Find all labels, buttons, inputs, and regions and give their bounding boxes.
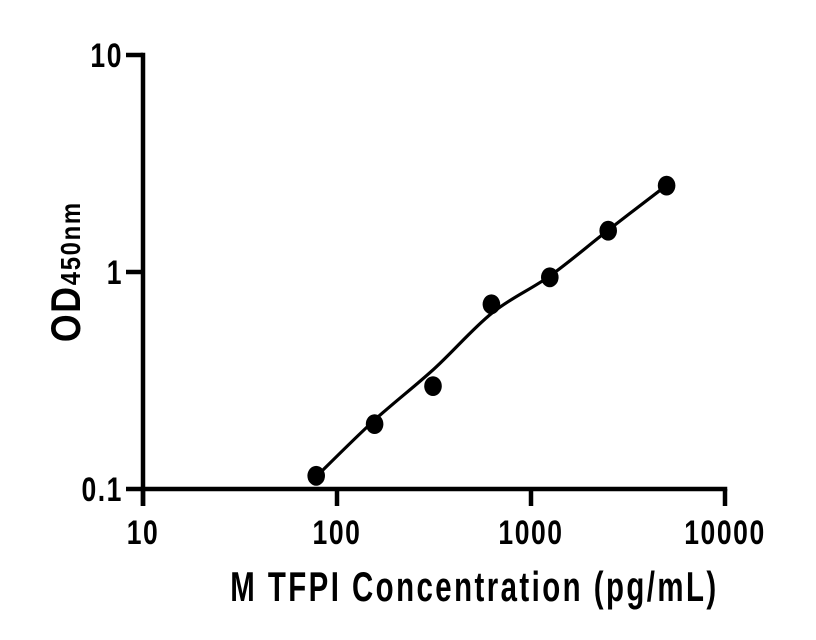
x-tick-label: 10 [127,514,160,552]
y-axis-title: OD450nm [42,200,92,345]
y-tick-label: 10 [90,37,123,75]
x-tick-label: 100 [313,514,362,552]
y-axis-title-subscript: 450nm [55,201,86,286]
data-point-marker [482,294,501,315]
data-point-marker [424,376,442,396]
y-tick-label: 0.1 [81,471,123,509]
x-axis-title: M TFPI Concentration (pg/mL) [230,563,719,610]
x-tick-label: 1000 [498,514,563,552]
data-point-marker [541,267,559,288]
data-point-marker [307,465,326,486]
x-tick-label: 10000 [684,514,766,552]
data-point-marker [657,175,676,196]
y-tick-label: 1 [107,254,123,292]
data-point-marker [365,414,384,434]
y-axis-title-main: OD [42,285,89,343]
data-point-marker [599,220,617,241]
